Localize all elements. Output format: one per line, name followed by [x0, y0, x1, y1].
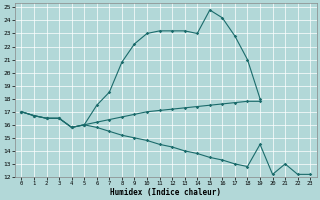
X-axis label: Humidex (Indice chaleur): Humidex (Indice chaleur) [110, 188, 221, 197]
